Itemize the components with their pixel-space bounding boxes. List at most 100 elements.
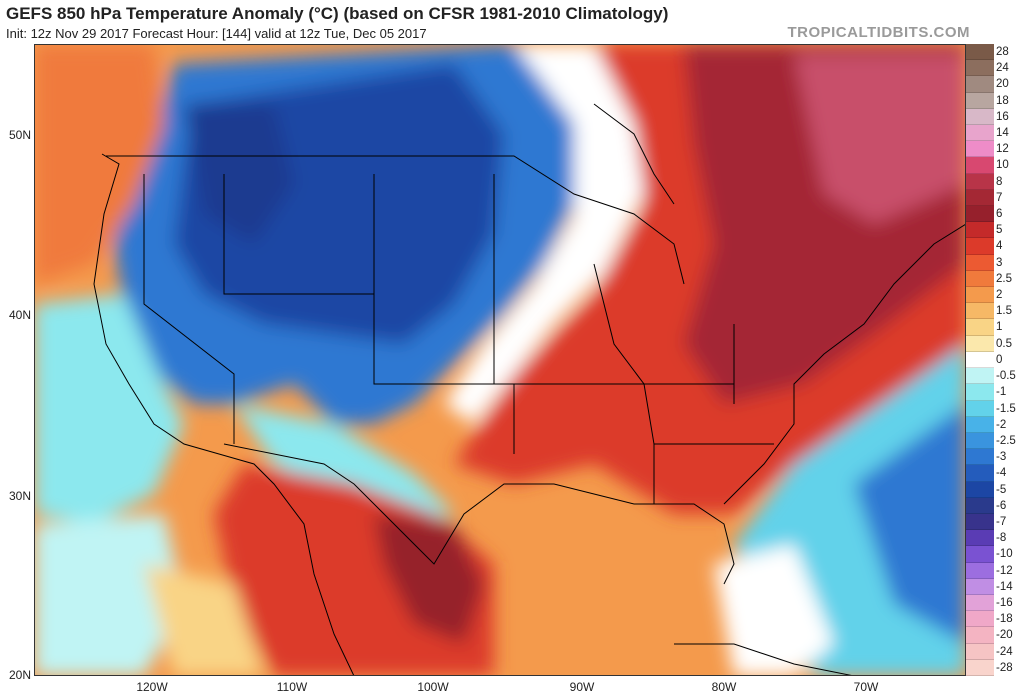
legend-swatch (966, 44, 994, 61)
legend-entry: 24 (966, 60, 1024, 77)
legend-value: 8 (996, 175, 1003, 188)
legend-swatch (966, 125, 994, 142)
legend-swatch (966, 578, 994, 595)
lon-label-70w: 70W (853, 680, 879, 694)
legend-entry: -1.5 (966, 400, 1024, 417)
legend-value: 28 (996, 46, 1009, 58)
legend-swatch (966, 611, 994, 628)
map-subtitle: Init: 12z Nov 29 2017 Forecast Hour: [14… (6, 26, 427, 41)
legend-swatch (966, 351, 994, 369)
legend-value: 2 (996, 289, 1003, 302)
legend-entry: 8 (966, 173, 1024, 190)
legend-value: -2 (996, 418, 1007, 431)
legend-value: -3 (996, 451, 1007, 464)
legend-entry: 3 (966, 254, 1024, 271)
legend-entry: 2.5 (966, 270, 1024, 288)
legend-swatch (966, 368, 994, 385)
legend-value: 0.5 (996, 337, 1012, 350)
lat-label-30n: 30N (8, 489, 31, 503)
map-title: GEFS 850 hPa Temperature Anomaly (°C) (b… (6, 4, 669, 23)
legend-value: 12 (996, 143, 1009, 156)
legend-entry: -12 (966, 562, 1024, 579)
legend-entry: -28 (966, 659, 1024, 676)
legend-entry: 20 (966, 76, 1024, 93)
geography-outlines (93, 103, 966, 676)
legend-swatch (966, 643, 994, 660)
legend-value: 10 (996, 159, 1009, 172)
color-legend: 28 24 20 18 16 14 12 10 8 7 6 5 4 3 2.5 2 1.5 1 0.5 0 -0.5 -1… (966, 44, 1024, 676)
legend-swatch (966, 594, 994, 612)
legend-entry: -2 (966, 416, 1024, 433)
legend-entry: -20 (966, 627, 1024, 644)
legend-swatch (966, 108, 994, 126)
legend-entry: -8 (966, 530, 1024, 547)
legend-swatch (966, 92, 994, 109)
legend-swatch (966, 157, 994, 174)
legend-swatch (966, 303, 994, 320)
brand-watermark[interactable]: TROPICALTIDBITS.COM (787, 24, 970, 41)
legend-entry: -1 (966, 384, 1024, 401)
legend-swatch (966, 206, 994, 223)
legend-entry: -0.5 (966, 368, 1024, 385)
legend-swatch (966, 238, 994, 255)
legend-swatch (966, 189, 994, 207)
legend-swatch (966, 335, 994, 352)
legend-swatch (966, 481, 994, 498)
legend-entry: -4 (966, 465, 1024, 482)
legend-entry: -10 (966, 546, 1024, 563)
legend-value: 0 (996, 353, 1003, 366)
legend-swatch (966, 513, 994, 531)
legend-swatch (966, 449, 994, 466)
legend-value: 1.5 (996, 305, 1012, 318)
legend-value: -1 (996, 386, 1007, 399)
legend-value: -16 (996, 596, 1013, 609)
legend-value: 18 (996, 94, 1009, 107)
legend-swatch (966, 384, 994, 401)
legend-value: -14 (996, 580, 1013, 593)
legend-value: -5 (996, 483, 1007, 496)
legend-value: 14 (996, 127, 1009, 140)
lat-label-40n: 40N (8, 308, 31, 322)
legend-value: 24 (996, 62, 1009, 75)
legend-value: 16 (996, 110, 1009, 123)
legend-swatch (966, 173, 994, 190)
legend-entry: -14 (966, 578, 1024, 595)
legend-entry: -24 (966, 643, 1024, 660)
legend-value: -18 (996, 613, 1013, 626)
legend-entry: -18 (966, 611, 1024, 628)
legend-value: 3 (996, 256, 1003, 269)
legend-entry: -5 (966, 481, 1024, 498)
legend-value: 5 (996, 224, 1003, 237)
legend-entry: 7 (966, 189, 1024, 207)
legend-swatch (966, 546, 994, 563)
legend-entry: 0.5 (966, 335, 1024, 352)
lat-label-50n: 50N (8, 128, 31, 142)
legend-swatch (966, 659, 994, 676)
legend-swatch (966, 530, 994, 547)
legend-value: 20 (996, 78, 1009, 91)
legend-entry: 28 (966, 44, 1024, 61)
legend-entry: -7 (966, 513, 1024, 531)
legend-value: -12 (996, 564, 1013, 577)
legend-value: -2.5 (996, 434, 1016, 447)
legend-value: -7 (996, 515, 1007, 528)
legend-value: -8 (996, 532, 1007, 545)
legend-entry: 14 (966, 125, 1024, 142)
legend-swatch (966, 400, 994, 417)
legend-value: -10 (996, 548, 1013, 561)
lon-label-100w: 100W (417, 680, 449, 694)
legend-value: -20 (996, 629, 1013, 642)
anomaly-map (34, 44, 966, 676)
legend-swatch (966, 465, 994, 482)
legend-swatch (966, 416, 994, 433)
legend-swatch (966, 319, 994, 336)
legend-swatch (966, 60, 994, 77)
legend-value: -1.5 (996, 402, 1016, 415)
legend-entry: 10 (966, 157, 1024, 174)
legend-entry: 5 (966, 222, 1024, 239)
legend-entry: -3 (966, 449, 1024, 466)
legend-value: -6 (996, 499, 1007, 512)
anomaly-field (34, 44, 966, 676)
legend-entry: 1.5 (966, 303, 1024, 320)
legend-swatch (966, 627, 994, 644)
